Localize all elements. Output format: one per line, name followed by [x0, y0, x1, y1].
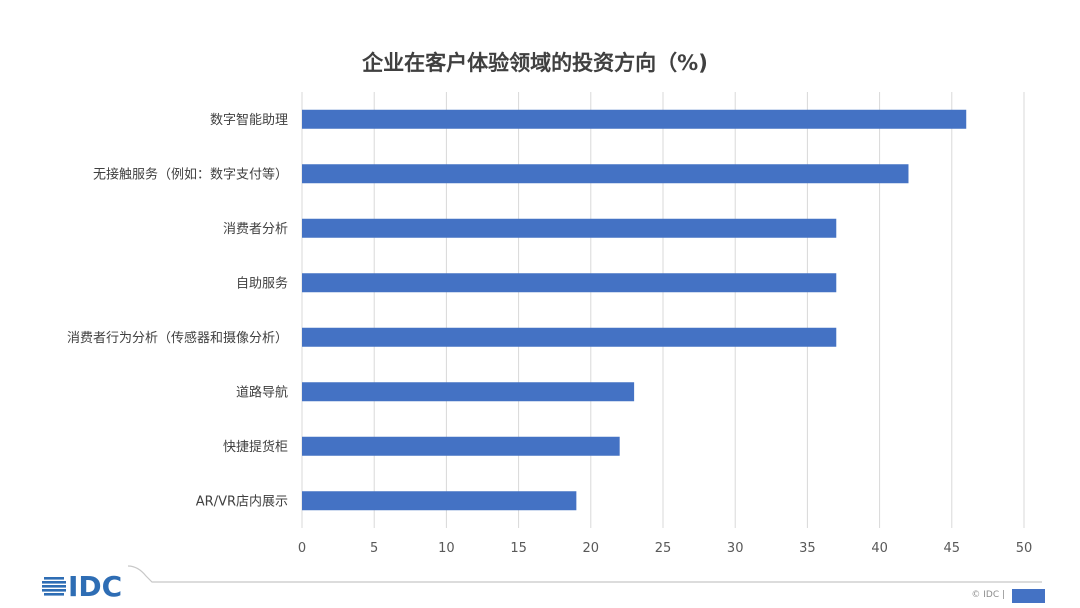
- bar: [302, 273, 837, 293]
- bar: [302, 491, 577, 511]
- bar: [302, 436, 620, 456]
- grid-lines: [301, 92, 1025, 528]
- category-label: 消费者行为分析（传感器和摄像分析）: [67, 330, 288, 346]
- x-tick-label: 20: [583, 541, 600, 556]
- chart-title: 企业在客户体验领域的投资方向（%): [361, 51, 708, 75]
- idc-logo: IDC: [42, 570, 122, 603]
- x-tick-label: 30: [727, 541, 744, 556]
- x-tick-label: 35: [799, 541, 816, 556]
- footer-copyright: © IDC |: [971, 590, 1005, 600]
- x-tick-label: 0: [298, 541, 306, 556]
- x-tick-labels: 0 5 10 15 20 25 30 35 40 45 50: [298, 541, 1032, 556]
- bar: [302, 218, 837, 238]
- x-tick-label: 25: [655, 541, 672, 556]
- x-tick-label: 5: [370, 541, 378, 556]
- globe-icon: [42, 577, 66, 596]
- bar: [302, 109, 967, 129]
- bar: [302, 382, 635, 402]
- bar: [302, 164, 909, 184]
- bars: [302, 109, 967, 511]
- category-label: 数字智能助理: [210, 113, 288, 128]
- x-tick-label: 40: [871, 541, 888, 556]
- category-label: 消费者分析: [223, 222, 288, 237]
- logo-text: IDC: [68, 570, 122, 603]
- footer-color-block: [1012, 589, 1045, 603]
- x-tick-label: 15: [510, 541, 527, 556]
- category-label: 自助服务: [236, 275, 288, 291]
- category-label: AR/VR店内展示: [196, 493, 288, 509]
- category-label: 无接触服务（例如：数字支付等）: [93, 166, 288, 182]
- bar: [302, 327, 837, 347]
- category-label: 快捷提货柜: [223, 439, 288, 455]
- x-tick-label: 10: [438, 541, 455, 556]
- x-tick-label: 50: [1016, 541, 1033, 556]
- footer-line: [127, 565, 1042, 583]
- category-label: 道路导航: [236, 384, 288, 400]
- x-tick-label: 45: [944, 541, 961, 556]
